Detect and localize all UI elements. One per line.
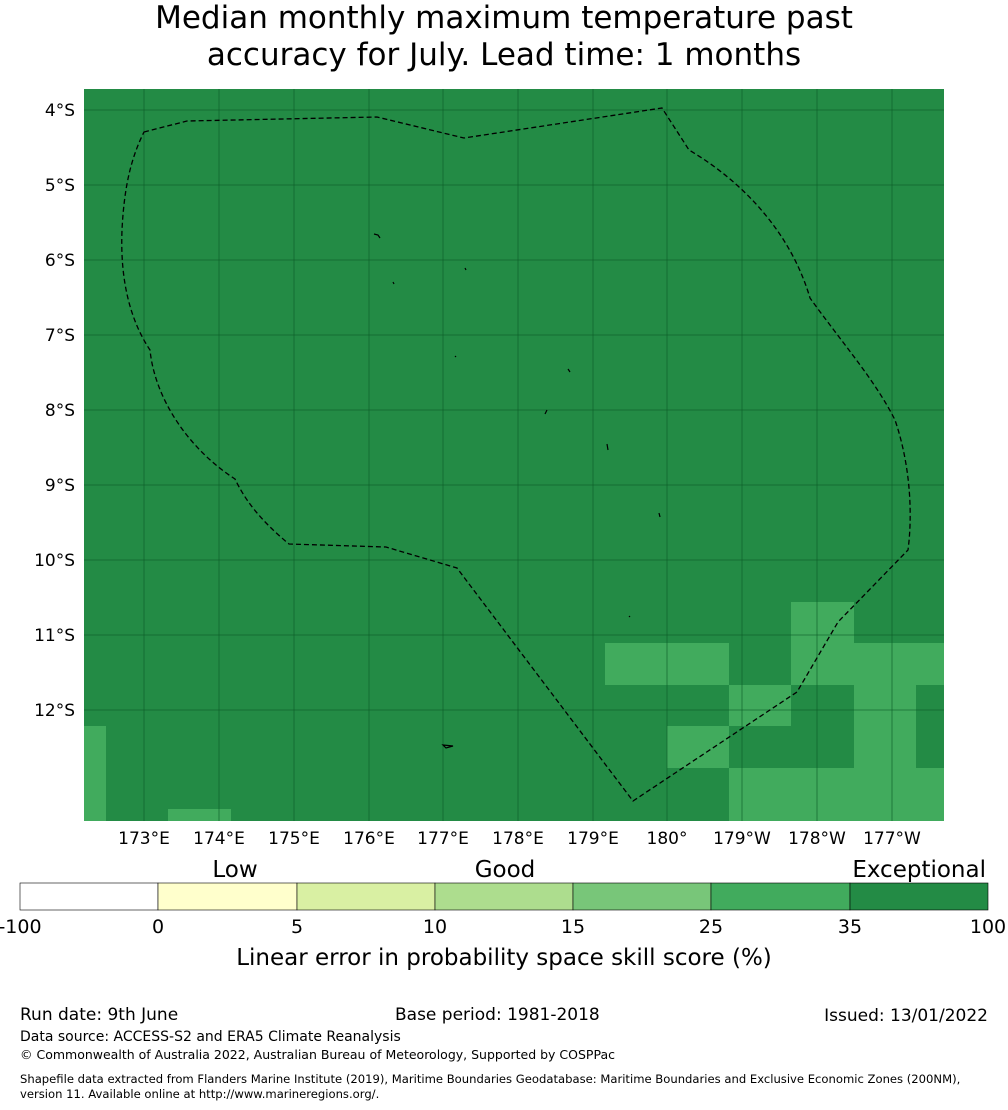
colorbar-tick: 5 <box>291 916 303 938</box>
base-period: Base period: 1981-2018 <box>395 1005 600 1025</box>
lat-label: 7°S <box>45 326 75 346</box>
longitude-labels: 173°E 174°E 175°E 176°E 177°E 178°E 179°… <box>118 829 921 849</box>
graticule <box>84 89 944 821</box>
lat-label: 6°S <box>45 251 75 271</box>
island <box>544 409 548 415</box>
colorbar-tick: 15 <box>561 916 585 938</box>
islands <box>373 233 661 749</box>
colorbar-tick: 100 <box>970 916 1006 938</box>
data-source: Data source: ACCESS-S2 and ERA5 Climate … <box>20 1029 401 1045</box>
lat-label: 10°S <box>34 551 75 571</box>
lon-label: 174°E <box>193 829 245 849</box>
skill-cell <box>168 809 231 821</box>
colorbar-label: Linear error in probability space skill … <box>236 945 772 971</box>
title-line-1: Median monthly maximum temperature past <box>155 0 853 36</box>
colorbar-tick: 25 <box>699 916 723 938</box>
lat-label: 9°S <box>45 476 75 496</box>
colorbar: Low Good Exceptional -100 0 5 10 15 25 3… <box>0 857 1006 971</box>
colorbar-category-exceptional: Exceptional <box>852 857 986 883</box>
colorbar-tick: -100 <box>0 916 42 938</box>
island <box>628 615 631 618</box>
colorbar-segment <box>572 882 712 911</box>
skill-cell <box>854 643 944 685</box>
island <box>441 744 454 749</box>
lon-label: 173°E <box>118 829 170 849</box>
colorbar-segment <box>157 882 298 911</box>
run-date: Run date: 9th June <box>20 1005 179 1025</box>
lon-label: 180° <box>647 829 688 849</box>
island <box>392 281 395 285</box>
issued-date: Issued: 13/01/2022 <box>824 1006 988 1026</box>
lat-label: 11°S <box>34 626 75 646</box>
skill-cell <box>854 685 916 768</box>
colorbar-segment <box>296 882 436 911</box>
lon-label: 179°W <box>713 829 771 849</box>
shapefile-credit-line-1: Shapefile data extracted from Flanders M… <box>20 1072 961 1086</box>
latitude-labels: 4°S 5°S 6°S 7°S 8°S 9°S 10°S 11°S 12°S <box>34 101 75 721</box>
colorbar-segment <box>434 882 574 911</box>
colorbar-category-good: Good <box>475 857 536 883</box>
lon-label: 178°E <box>492 829 544 849</box>
island <box>454 355 457 358</box>
lat-label: 8°S <box>45 401 75 421</box>
lon-label: 177°E <box>417 829 469 849</box>
lon-label: 176°E <box>343 829 395 849</box>
colorbar-tick: 10 <box>423 916 447 938</box>
title-line-2: accuracy for July. Lead time: 1 months <box>206 37 802 73</box>
skill-cell <box>667 726 729 768</box>
skill-cell <box>729 685 791 726</box>
colorbar-tick: 0 <box>152 916 164 938</box>
island <box>464 267 467 271</box>
lon-label: 178°W <box>788 829 846 849</box>
skill-cell <box>729 768 944 821</box>
colorbar-category-low: Low <box>212 857 257 883</box>
colorbar-segment <box>849 882 989 911</box>
lon-label: 175°E <box>268 829 320 849</box>
colorbar-segment <box>19 882 159 911</box>
eez-boundary <box>121 107 911 802</box>
island <box>658 512 661 518</box>
map-title: Median monthly maximum temperature past … <box>0 0 1008 74</box>
colorbar-tick: 35 <box>838 916 862 938</box>
map-background <box>84 89 944 821</box>
skill-cell <box>84 726 106 821</box>
lat-label: 12°S <box>34 701 75 721</box>
skill-cell <box>791 602 854 685</box>
lat-label: 4°S <box>45 101 75 121</box>
lat-label: 5°S <box>45 176 75 196</box>
lon-label: 179°E <box>567 829 619 849</box>
lon-label: 177°W <box>863 829 921 849</box>
island <box>567 368 571 373</box>
copyright: © Commonwealth of Australia 2022, Austra… <box>20 1047 615 1062</box>
island <box>606 443 609 451</box>
island <box>373 233 381 239</box>
colorbar-segment <box>710 882 851 911</box>
shapefile-credit-line-2: version 11. Available online at http://w… <box>20 1087 380 1101</box>
map-area <box>84 89 944 821</box>
